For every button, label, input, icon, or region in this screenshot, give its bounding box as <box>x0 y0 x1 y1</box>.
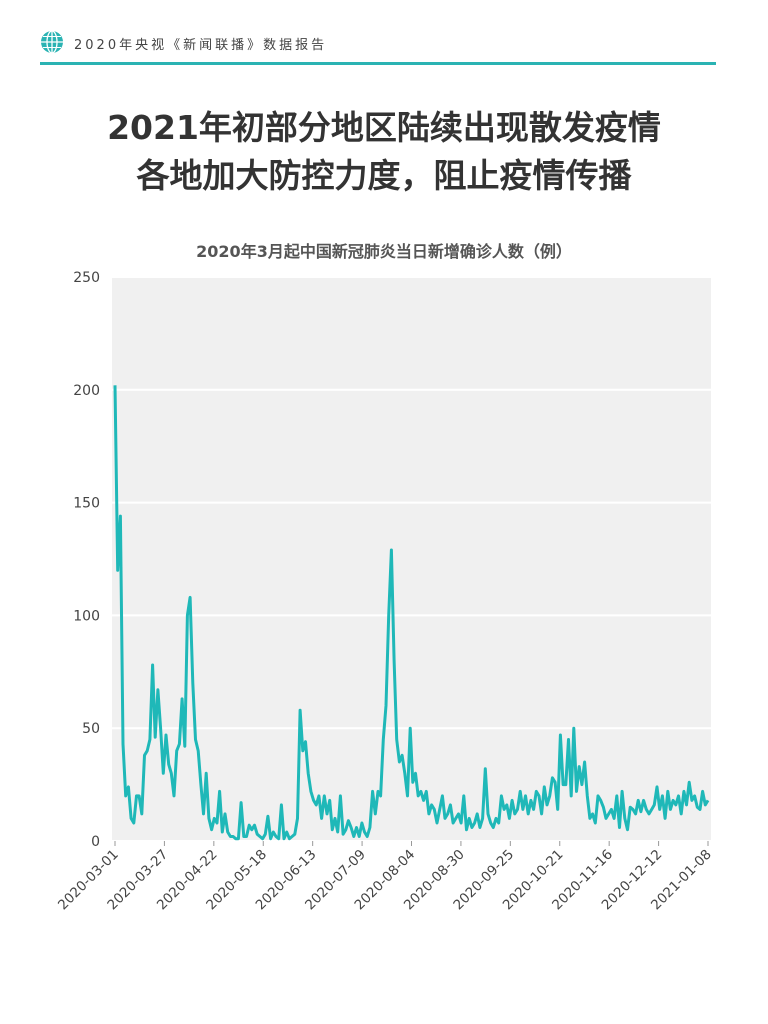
y-tick-label: 250 <box>73 270 100 286</box>
title-line-1: 2021年初部分地区陆续出现散发疫情 <box>107 108 661 147</box>
header-divider <box>40 62 716 65</box>
series-line <box>113 385 710 841</box>
y-tick-label: 0 <box>91 834 100 850</box>
y-tick-label: 150 <box>73 496 100 512</box>
header-text: 2020年央视《新闻联播》数据报告 <box>74 38 328 53</box>
y-tick-label: 50 <box>82 721 100 737</box>
globe-icon <box>41 30 63 54</box>
title-line-2: 各地加大防控力度，阻止疫情传播 <box>136 156 632 195</box>
y-tick-label: 200 <box>73 383 100 399</box>
y-tick-label: 100 <box>73 608 100 624</box>
page-title: 2021年初部分地区陆续出现散发疫情 各地加大防控力度，阻止疫情传播 <box>0 104 768 200</box>
y-axis-ticks: 0 50 100 150 200 250 <box>73 270 100 850</box>
x-axis-ticks: 2020-03-012020-03-272020-04-222020-05-18… <box>55 841 715 913</box>
chart-title: 2020年3月起中国新冠肺炎当日新增确诊人数（例） <box>196 242 572 261</box>
report-header: 2020年央视《新闻联播》数据报告 <box>40 28 716 64</box>
